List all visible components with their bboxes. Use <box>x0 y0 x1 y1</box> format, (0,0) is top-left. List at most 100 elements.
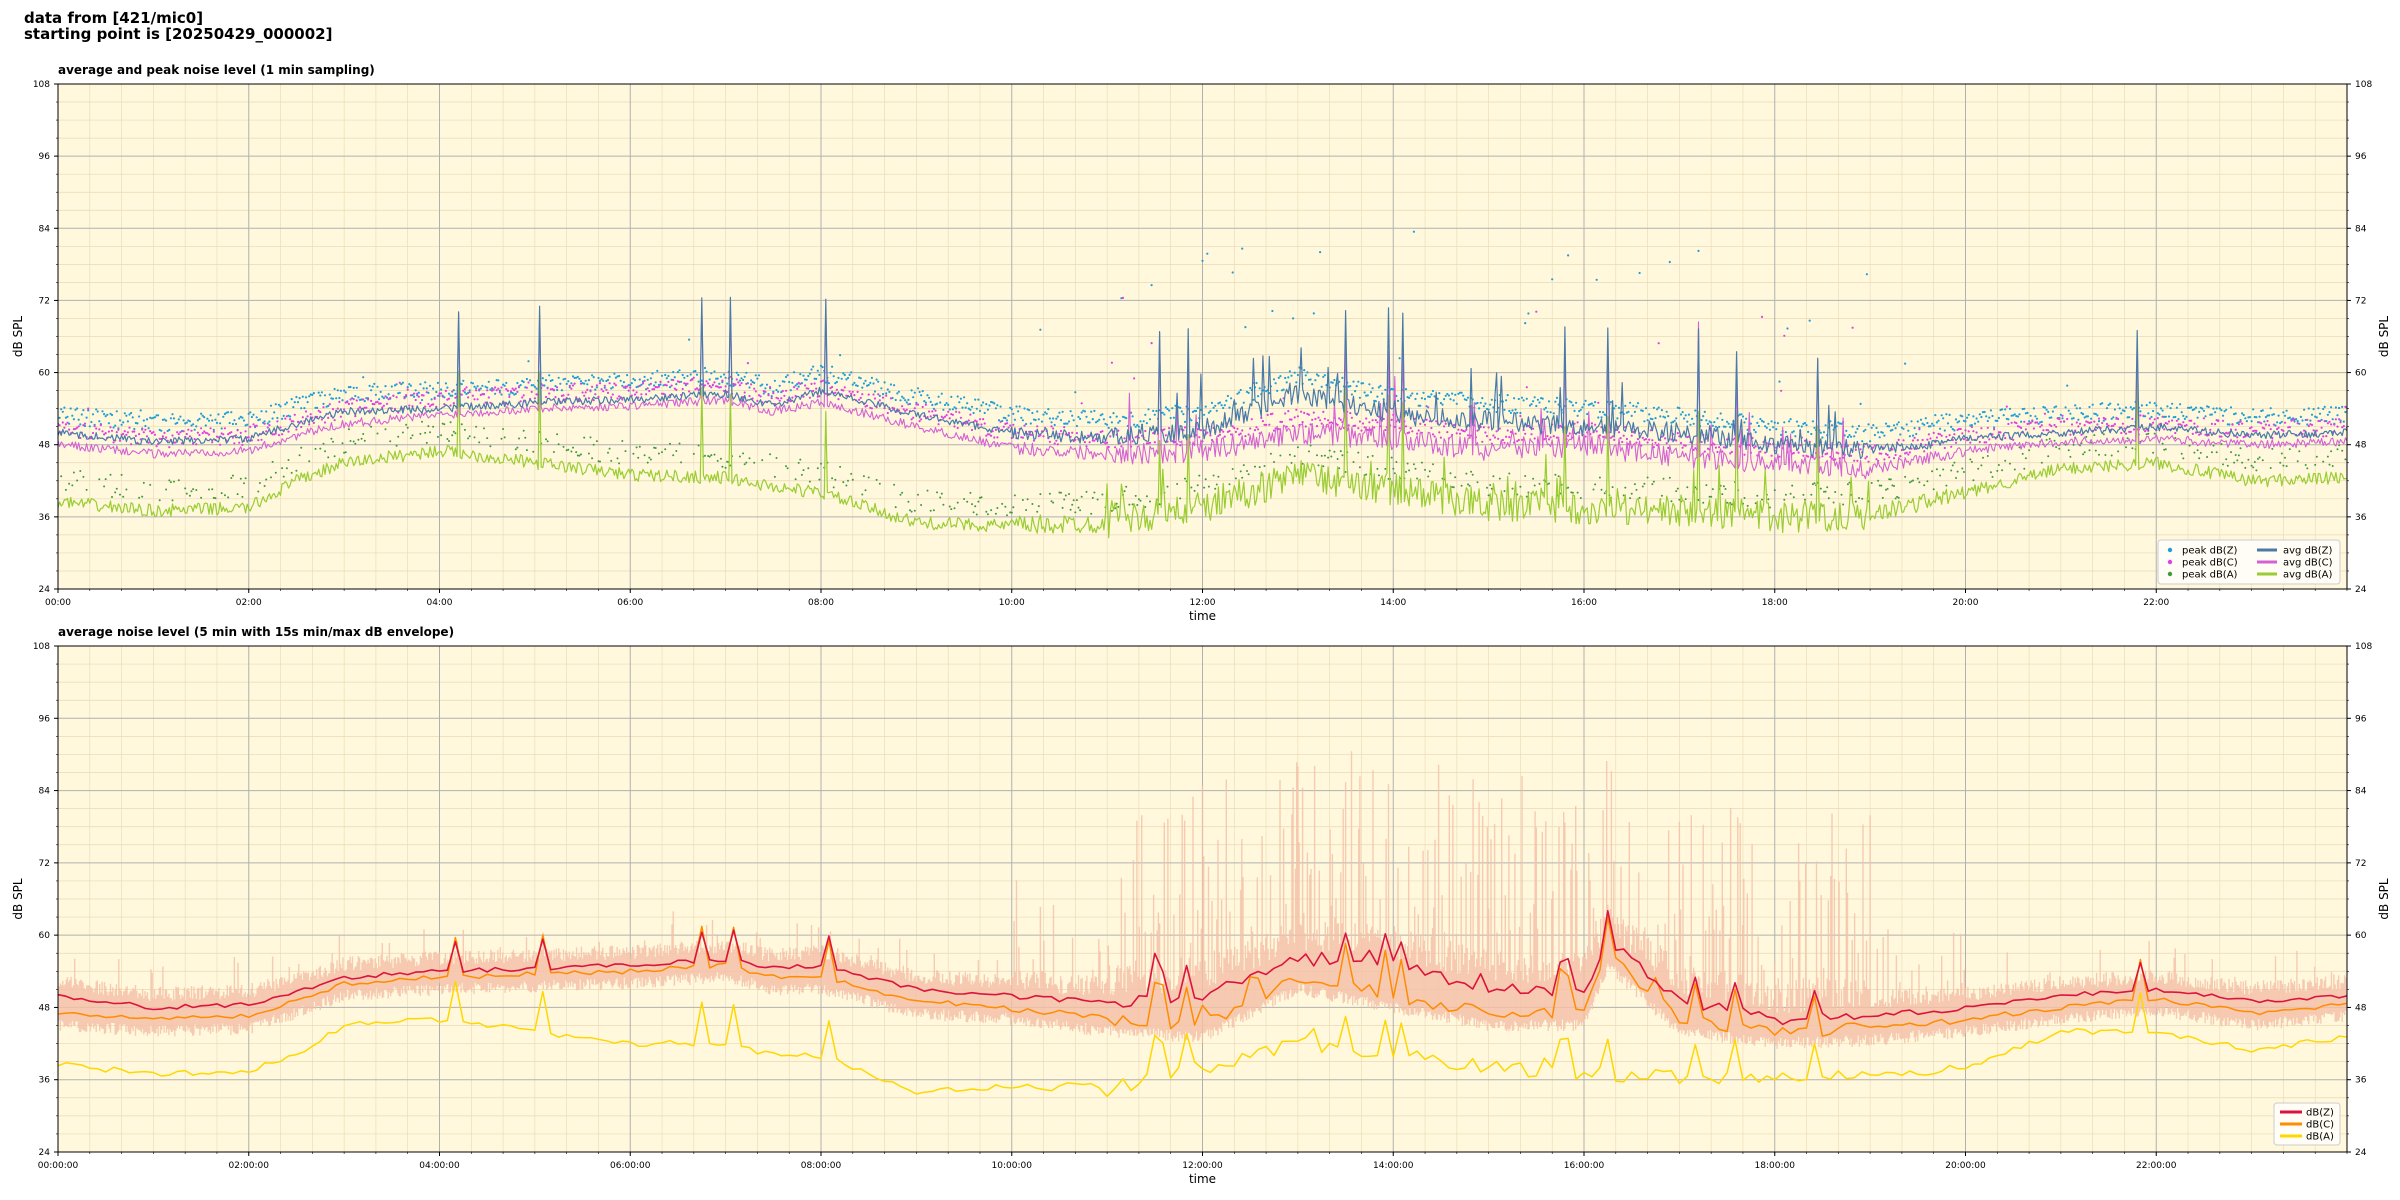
peak-dba-point <box>2288 448 2291 451</box>
peak-dbz-point <box>955 407 958 410</box>
peak-dba-point <box>483 427 485 430</box>
peak-dbz-point <box>645 388 648 391</box>
peak-dba-point <box>926 489 929 492</box>
peak-dba-point <box>1006 514 1008 517</box>
peak-dba-point <box>343 451 346 454</box>
peak-dba-point <box>1676 487 1679 490</box>
peak-dba-point <box>1344 471 1347 473</box>
peak-dba-point <box>1203 486 1206 489</box>
peak-dbz-point <box>435 390 438 394</box>
peak-dba-point <box>1214 487 1217 490</box>
peak-dba-point <box>1532 477 1535 480</box>
peak-dbz-point <box>96 410 99 413</box>
peak-dbz-point <box>719 375 723 378</box>
peak-dbz-point <box>1183 420 1187 423</box>
peak-dbz-point <box>2147 412 2150 415</box>
peak-dba-point <box>920 504 923 506</box>
peak-dbz-point <box>1517 397 1520 401</box>
peak-dbz-point <box>1675 417 1678 420</box>
peak-dbc-point <box>398 381 401 384</box>
peak-dbc-point <box>633 393 637 396</box>
peak-dbc-point <box>1382 417 1385 421</box>
peak-dba-point <box>808 480 811 483</box>
peak-dba-point <box>1630 492 1633 495</box>
x-tick-label: 14:00 <box>1380 598 1406 608</box>
peak-dbz-point <box>1007 414 1010 417</box>
peak-dbc-point <box>942 416 945 420</box>
peak-dbc-point <box>122 432 125 435</box>
peak-dbz-point <box>904 399 907 402</box>
peak-dbc-point <box>1285 425 1288 428</box>
peak-dbz-point <box>303 407 306 410</box>
peak-dbz-point <box>1169 416 1172 420</box>
peak-dbz-point <box>2202 409 2205 412</box>
peak-dbz-point <box>1730 423 1733 426</box>
peak-dbz-point <box>913 391 916 394</box>
peak-dbc-point <box>514 387 517 390</box>
peak-dba-point <box>1761 498 1763 501</box>
peak-dbz-point <box>1845 429 1848 432</box>
peak-dba-point <box>990 509 993 512</box>
peak-dbz-point <box>1066 422 1069 425</box>
peak-dbz-point <box>1059 419 1063 422</box>
peak-dbc-point <box>1493 436 1497 439</box>
peak-dbz-point <box>783 380 786 383</box>
peak-dba-point <box>1832 501 1835 504</box>
peak-dbz-point <box>2145 404 2148 407</box>
peak-dbz-point <box>1811 420 1814 423</box>
peak-dbz-point <box>1204 405 1207 408</box>
peak-dba-point <box>2093 434 2096 437</box>
peak-dbz-point <box>1228 406 1231 409</box>
x-tick-label: 02:00 <box>236 598 262 608</box>
peak-dbz-point <box>648 383 651 386</box>
peak-dbc-point <box>1201 440 1204 443</box>
peak-dbc-point <box>2120 431 2123 435</box>
peak-dba-point <box>1503 490 1506 493</box>
peak-dba-point <box>2234 454 2237 456</box>
peak-dbz-point <box>2336 414 2339 417</box>
peak-dbz-point <box>317 391 320 394</box>
peak-dbc-point <box>632 389 635 392</box>
peak-dbc-point <box>1101 430 1104 433</box>
peak-dbc-point <box>1141 434 1144 437</box>
peak-dbz-point <box>1519 411 1522 415</box>
peak-dba-point <box>2257 457 2259 460</box>
peak-dbc-point <box>498 391 501 394</box>
peak-dbc-point <box>804 384 807 387</box>
peak-dbc-point <box>452 402 455 405</box>
peak-dbc-point <box>322 406 325 409</box>
peak-dba-point <box>726 460 729 463</box>
peak-dbc-point <box>929 415 932 418</box>
peak-dbz-point <box>2229 406 2233 409</box>
peak-dbz-point <box>1133 423 1136 426</box>
peak-dbz-point <box>797 385 800 388</box>
peak-dbz-point <box>1576 414 1579 417</box>
peak-dbc-point <box>1664 437 1667 440</box>
peak-dbz-point <box>2117 403 2120 406</box>
peak-dbz-point <box>1107 426 1110 429</box>
peak-dbz-point <box>1190 419 1193 422</box>
peak-dba-point <box>2296 460 2299 463</box>
top-legend: peak dB(Z)peak dB(C)peak dB(A)avg dB(Z)a… <box>2157 539 2341 585</box>
peak-dbz-point <box>845 378 848 381</box>
peak-dbc-point <box>376 400 379 403</box>
peak-dbz-point <box>487 380 490 383</box>
peak-dbc-point <box>1277 428 1280 431</box>
peak-dbc-point <box>104 432 107 435</box>
peak-dbc-point <box>463 388 466 391</box>
peak-dba-point <box>1408 469 1411 472</box>
peak-dbc-point <box>1864 457 1867 460</box>
peak-dbz-point <box>1772 426 1775 429</box>
peak-dba-point <box>524 436 527 439</box>
peak-dba-point <box>1894 497 1897 500</box>
peak-dba-point <box>1951 464 1954 467</box>
peak-dba-point <box>1670 500 1673 503</box>
peak-dba-point <box>2045 438 2048 441</box>
peak-dbc-point <box>1304 425 1307 428</box>
peak-dbc-point <box>1311 418 1314 421</box>
peak-dbz-point <box>223 412 226 416</box>
peak-dbz-point <box>419 383 422 386</box>
peak-dbc-point <box>870 407 874 410</box>
peak-dba-point <box>862 475 865 478</box>
peak-dba-point <box>2094 449 2097 452</box>
